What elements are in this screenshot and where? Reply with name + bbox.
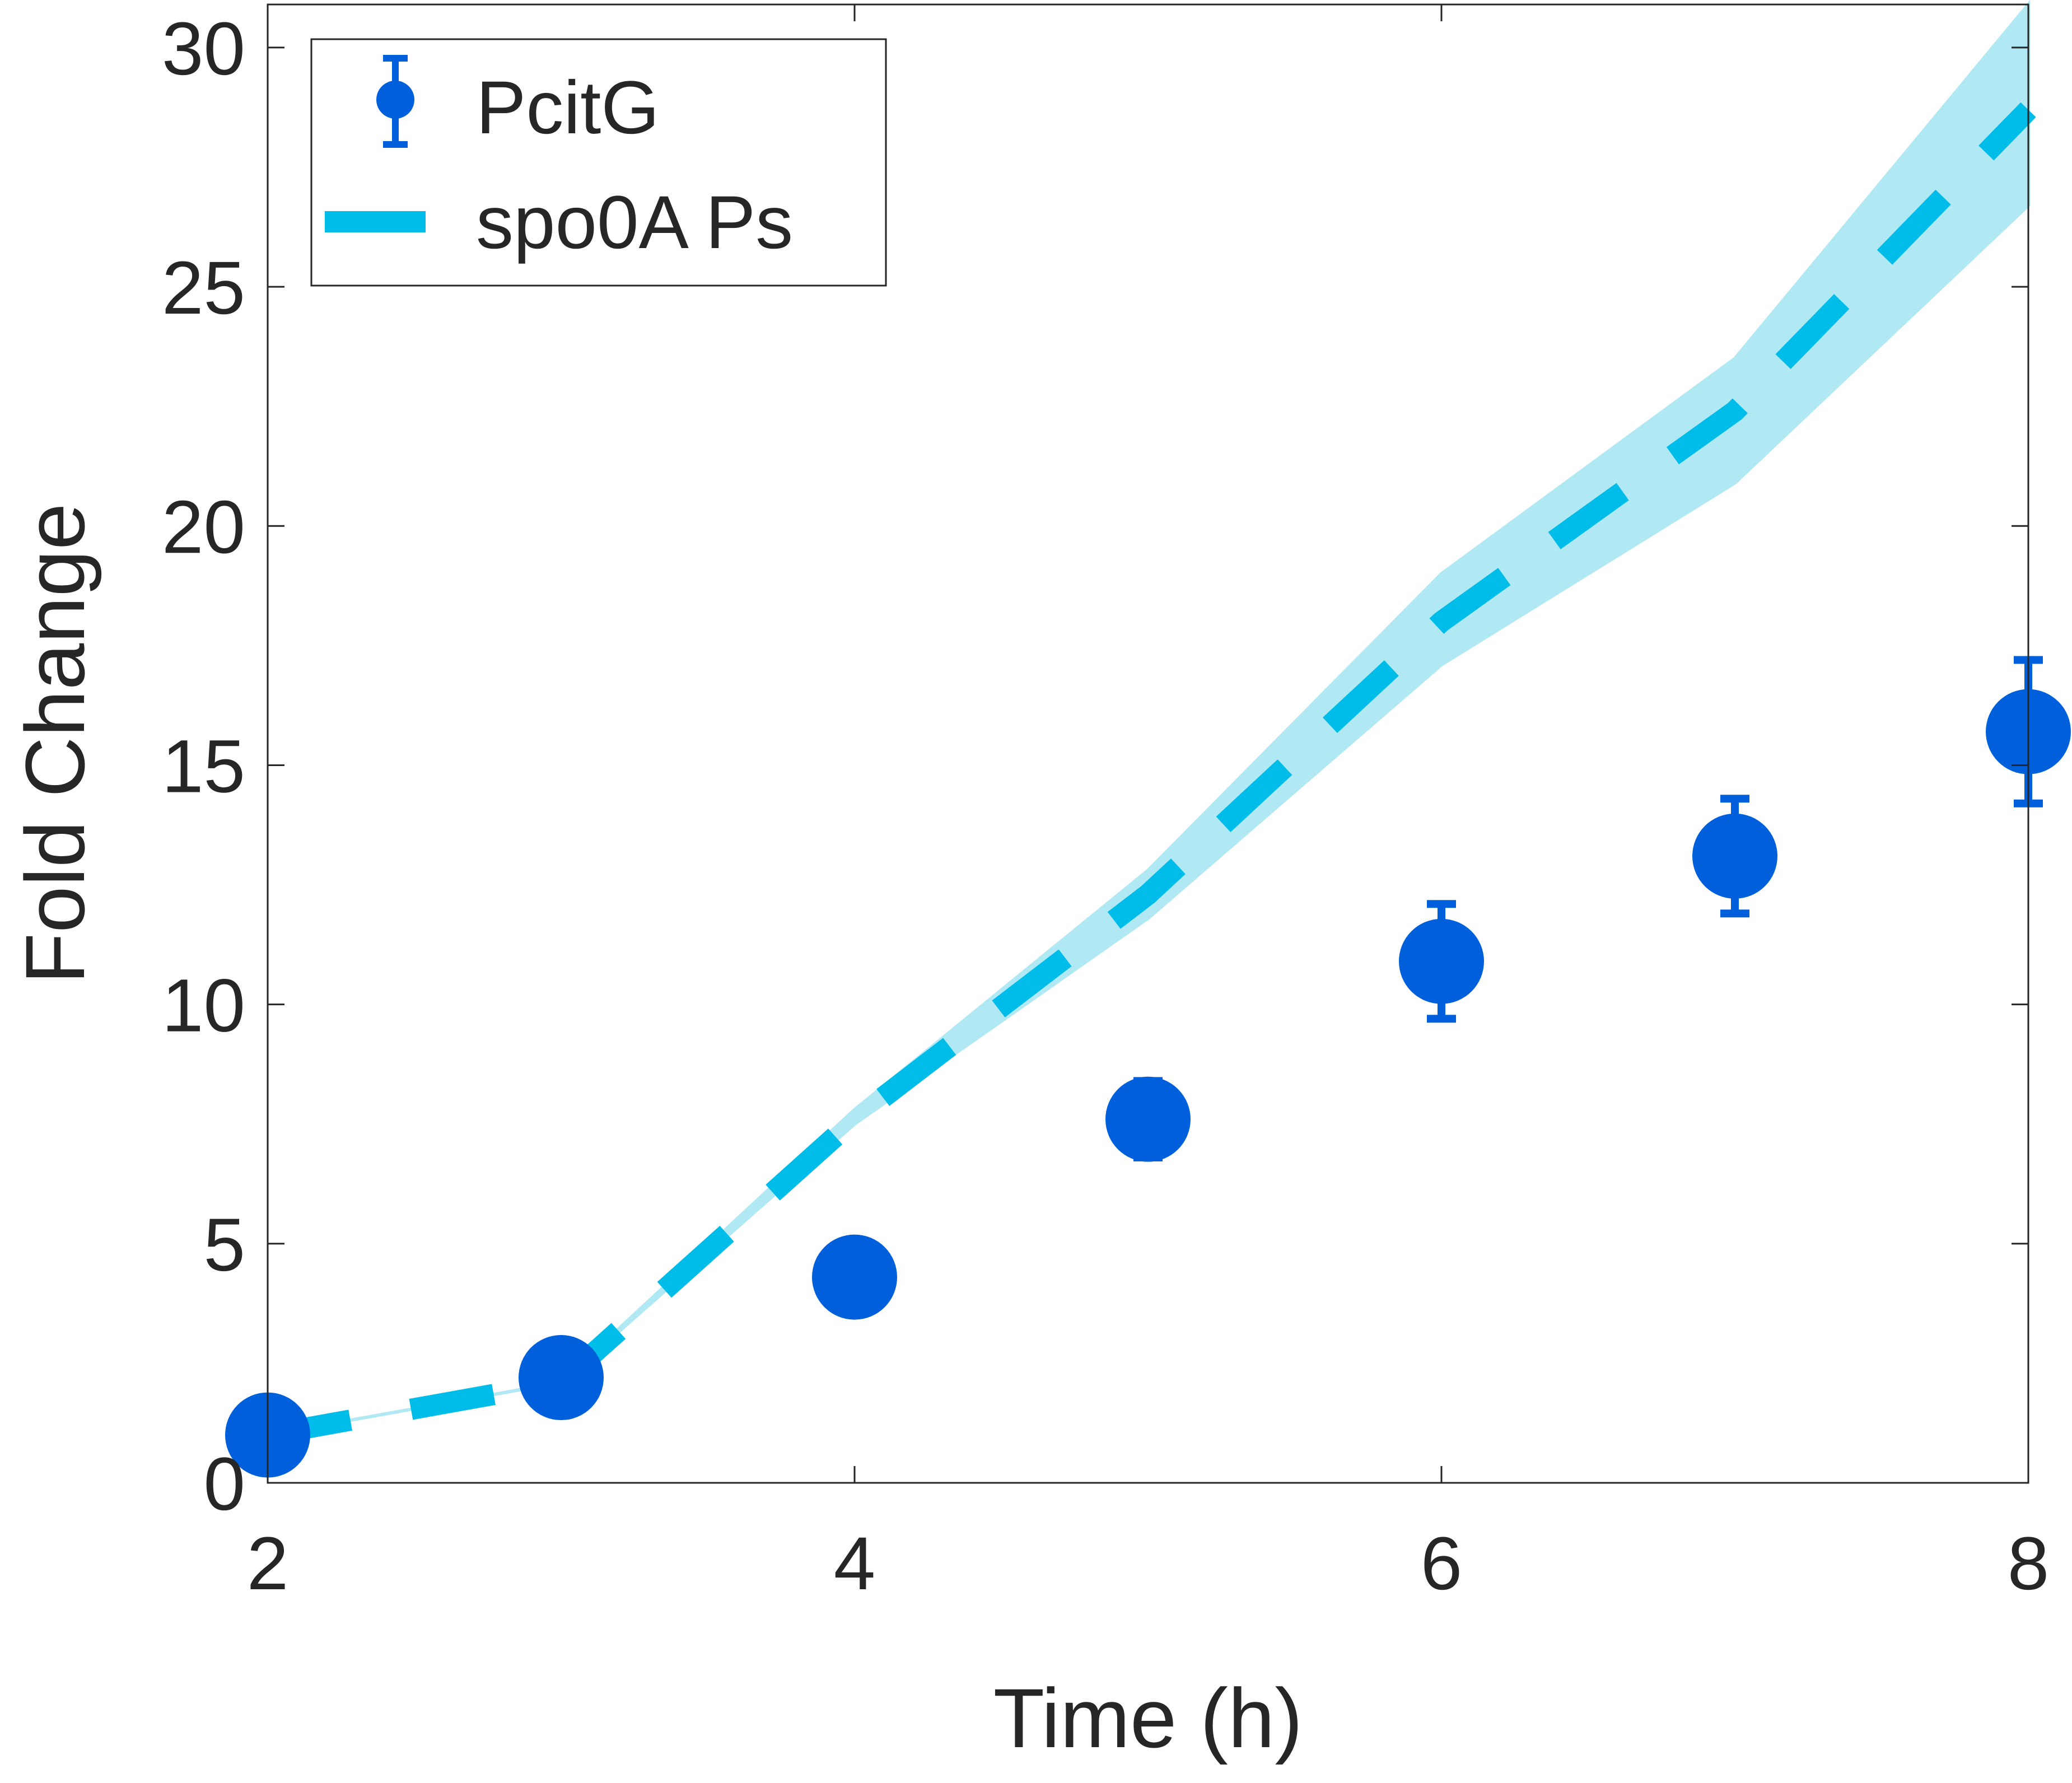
x-tick-label: 2 — [247, 1522, 289, 1605]
legend-label-pcitg: PcitG — [476, 66, 660, 150]
x-tick-label: 4 — [834, 1522, 876, 1605]
y-tick-label: 20 — [162, 486, 245, 569]
legend-label-spo0a-ps: spo0A Ps — [476, 181, 793, 264]
legend: PcitG spo0A Ps — [310, 38, 887, 287]
axes-frame — [267, 3, 2029, 1484]
y-axis-title: Fold Change — [8, 503, 102, 984]
y-tick-label: 0 — [203, 1443, 245, 1526]
x-tick-label: 6 — [1421, 1522, 1463, 1605]
x-axis-title: Time (h) — [993, 1671, 1303, 1765]
data-point-pcitg — [1105, 1076, 1191, 1162]
y-tick-label: 5 — [203, 1203, 245, 1287]
y-tick-label: 10 — [162, 964, 245, 1048]
data-point-pcitg — [519, 1335, 604, 1421]
legend-point — [376, 81, 414, 119]
legend-marker-errorbar — [376, 55, 414, 148]
data-point-pcitg — [1692, 813, 1777, 899]
data-point-pcitg — [1399, 918, 1484, 1004]
data-point-pcitg — [812, 1234, 897, 1320]
y-tick-label: 15 — [162, 725, 245, 808]
axis-ticks-layer: 2 4 6 8 0 5 10 15 20 25 30 — [162, 4, 2049, 1605]
y-tick-label: 25 — [162, 246, 245, 330]
y-tick-label: 30 — [162, 7, 245, 91]
x-tick-label: 8 — [2008, 1522, 2050, 1605]
plot-area: 2 4 6 8 0 5 10 15 20 25 30 — [162, 0, 2071, 1605]
series-line-layer — [265, 102, 2036, 1446]
legend-box — [310, 38, 887, 287]
data-points-layer — [225, 656, 2071, 1478]
series-line-spo0a-ps — [265, 102, 2036, 1446]
